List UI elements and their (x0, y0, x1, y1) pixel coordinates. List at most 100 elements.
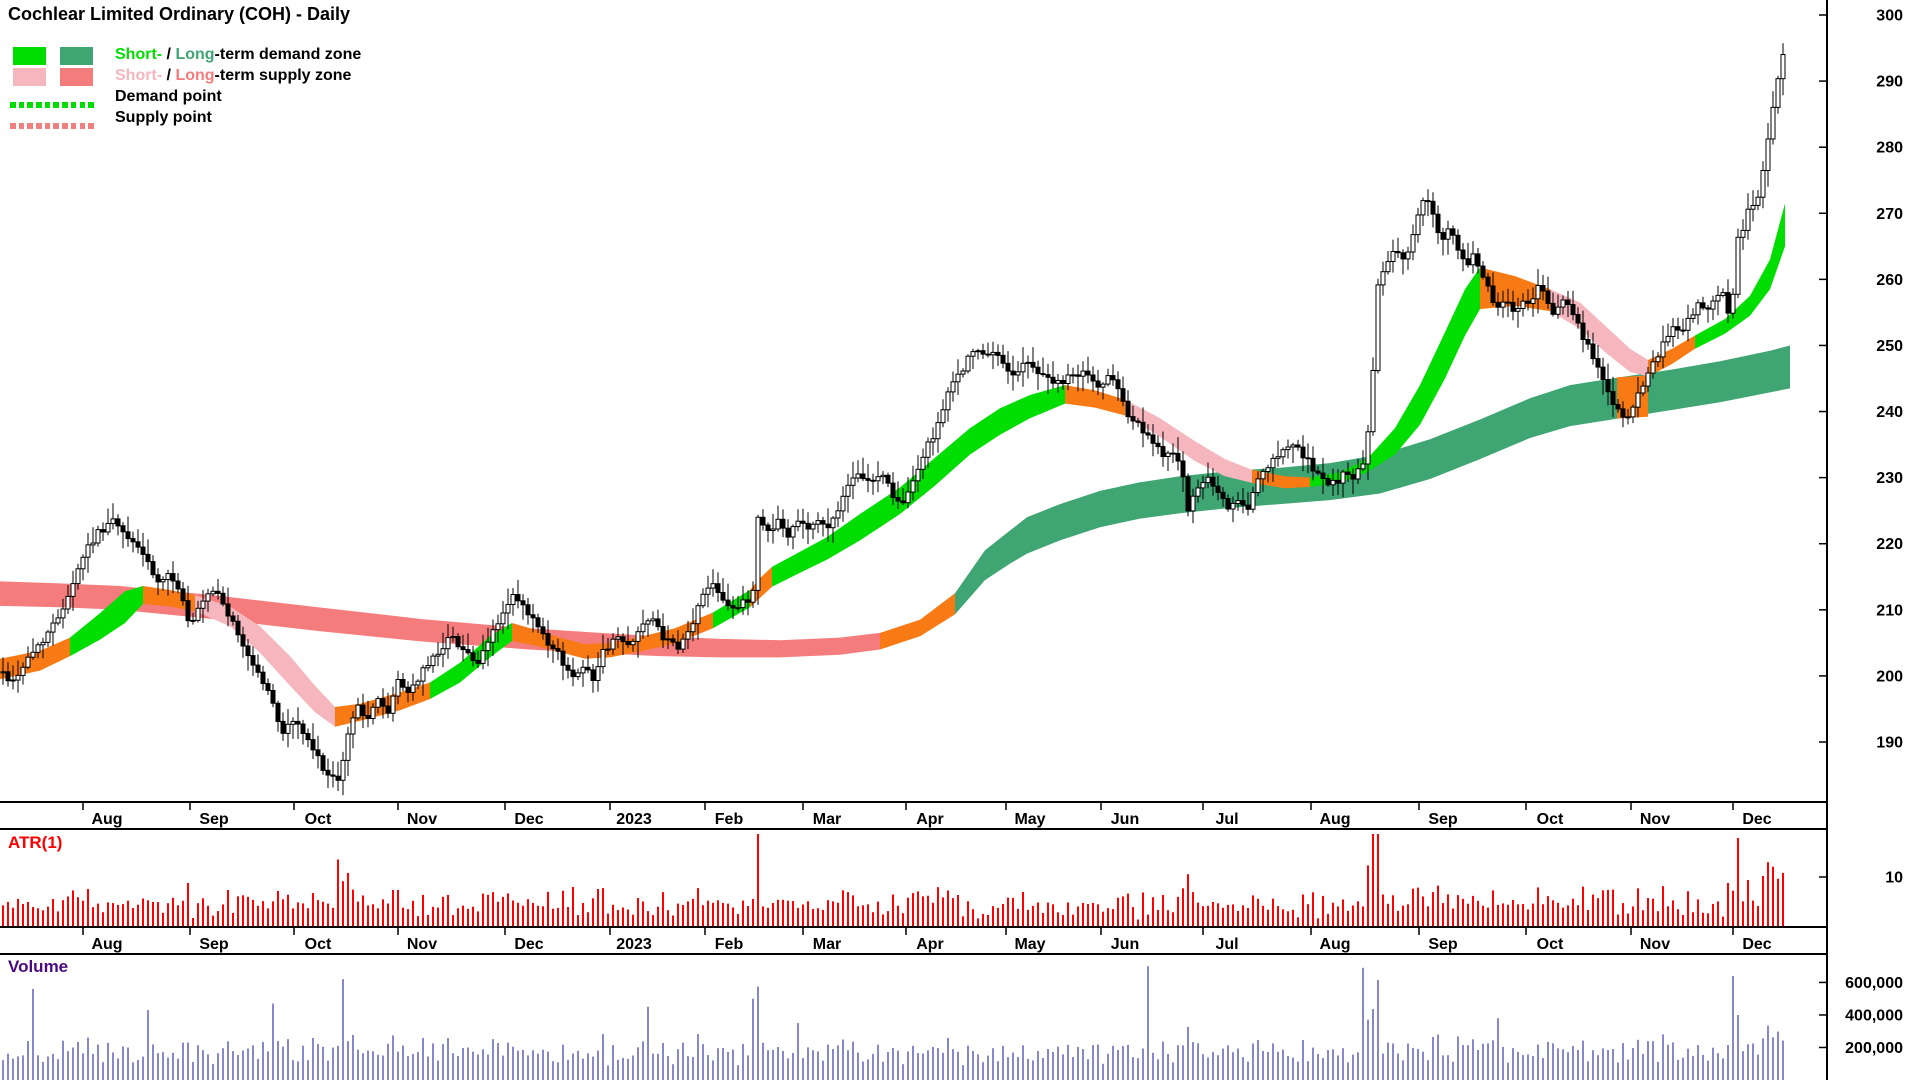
svg-text:300: 300 (1876, 7, 1903, 24)
svg-text:Dec: Dec (514, 811, 543, 828)
dash-segment (44, 102, 51, 108)
dash-segment (53, 102, 59, 108)
dash-segment (10, 102, 16, 108)
dash-segment (88, 102, 94, 108)
short-term-supply-swatch-icon (13, 68, 46, 86)
legend-text-part: Long (175, 67, 215, 84)
svg-text:230: 230 (1876, 470, 1903, 487)
month-axis-labels: Aug Sep Oct Nov Dec 2023 Feb Mar Apr May Jun Jul Aug… (82, 802, 1772, 953)
svg-text:Nov: Nov (407, 936, 437, 953)
svg-text:Jun: Jun (1111, 811, 1139, 828)
demand-point-dashed-line-icon (10, 95, 102, 108)
svg-text:Jun: Jun (1111, 936, 1139, 953)
svg-text:Apr: Apr (916, 936, 944, 953)
candlesticks (0, 43, 1786, 796)
legend-demand-point-label: Demand point (115, 88, 222, 105)
atr-bars (2, 834, 1784, 927)
svg-text:Nov: Nov (407, 811, 437, 828)
svg-text:Aug: Aug (1319, 811, 1350, 828)
svg-text:Nov: Nov (1640, 811, 1670, 828)
svg-text:Oct: Oct (1537, 936, 1564, 953)
dash-segment (53, 123, 59, 129)
svg-text:Oct: Oct (305, 936, 332, 953)
dash-segment (10, 123, 16, 129)
dash-segment (79, 102, 85, 108)
svg-text:Dec: Dec (1742, 936, 1771, 953)
dash-segment (62, 123, 68, 129)
svg-text:Aug: Aug (91, 936, 122, 953)
svg-text:Nov: Nov (1640, 936, 1670, 953)
dash-segment (79, 123, 85, 129)
volume-bars (2, 966, 1784, 1080)
svg-text:190: 190 (1876, 735, 1903, 752)
zone-bands (0, 203, 1790, 727)
svg-text:600,000: 600,000 (1845, 975, 1903, 992)
dash-segment (62, 102, 68, 108)
svg-text:Jul: Jul (1215, 811, 1238, 828)
legend-text-part: Short- (115, 67, 163, 84)
svg-text:Aug: Aug (1319, 936, 1350, 953)
legend-text-part: -term supply zone (214, 67, 352, 84)
dash-segment (36, 102, 42, 108)
svg-text:400,000: 400,000 (1845, 1007, 1903, 1024)
dash-segment (18, 123, 25, 129)
long-term-supply-swatch-icon (60, 68, 93, 86)
svg-text:210: 210 (1876, 602, 1903, 619)
legend-text-part: Short- (115, 46, 163, 63)
svg-text:Oct: Oct (1537, 811, 1564, 828)
svg-text:10: 10 (1885, 870, 1903, 887)
svg-text:May: May (1014, 936, 1045, 953)
dash-segment (27, 123, 33, 129)
long-term-demand-swatch-icon (60, 47, 93, 65)
svg-text:260: 260 (1876, 272, 1903, 289)
svg-text:200,000: 200,000 (1845, 1040, 1903, 1057)
svg-text:Sep: Sep (1428, 811, 1458, 828)
dash-segment (27, 102, 33, 108)
legend-text-part: / (162, 67, 176, 84)
svg-text:Sep: Sep (1428, 936, 1458, 953)
svg-text:Sep: Sep (199, 936, 229, 953)
svg-text:Aug: Aug (91, 811, 122, 828)
page-title: Cochlear Limited Ordinary (COH) - Daily (8, 4, 351, 24)
svg-text:Oct: Oct (305, 811, 332, 828)
svg-text:2023: 2023 (616, 936, 652, 953)
dash-segment (70, 123, 77, 129)
legend-supply-zone-label: Short- / Long-term supply zone (115, 67, 351, 85)
axes-and-borders (0, 0, 1828, 1080)
svg-text:Mar: Mar (813, 936, 841, 953)
dash-segment (18, 102, 25, 108)
legend-text-part: / (162, 46, 176, 63)
legend-demand-zone-label: Short- / Long-term demand zone (115, 46, 361, 64)
dash-segment (88, 123, 94, 129)
svg-text:Jul: Jul (1215, 936, 1238, 953)
svg-text:Sep: Sep (199, 811, 229, 828)
short-term-demand-swatch-icon (13, 47, 46, 65)
svg-text:220: 220 (1876, 536, 1903, 553)
svg-text:250: 250 (1876, 338, 1903, 355)
svg-text:Feb: Feb (715, 811, 744, 828)
price-axis-labels: 300 290 280 270 260 250 240 230 220 210 200 190 10 60… (1819, 7, 1903, 1057)
dash-segment (36, 123, 42, 129)
svg-text:May: May (1014, 811, 1045, 828)
svg-text:280: 280 (1876, 140, 1903, 157)
svg-text:290: 290 (1876, 74, 1903, 91)
svg-text:240: 240 (1876, 404, 1903, 421)
dash-segment (70, 102, 77, 108)
svg-text:Dec: Dec (514, 936, 543, 953)
supply-point-dashed-line-icon (10, 116, 102, 129)
dash-segment (44, 123, 51, 129)
svg-text:Apr: Apr (916, 811, 944, 828)
volume-panel-label: Volume (8, 957, 69, 976)
svg-text:Feb: Feb (715, 936, 744, 953)
svg-text:2023: 2023 (616, 811, 652, 828)
svg-text:Dec: Dec (1742, 811, 1771, 828)
legend-text-part: -term demand zone (214, 46, 362, 63)
svg-text:200: 200 (1876, 668, 1903, 685)
legend-supply-point-label: Supply point (115, 109, 212, 126)
svg-text:270: 270 (1876, 206, 1903, 223)
svg-text:Mar: Mar (813, 811, 841, 828)
legend-text-part: Long (175, 46, 215, 63)
atr-panel-label: ATR(1) (8, 833, 63, 852)
